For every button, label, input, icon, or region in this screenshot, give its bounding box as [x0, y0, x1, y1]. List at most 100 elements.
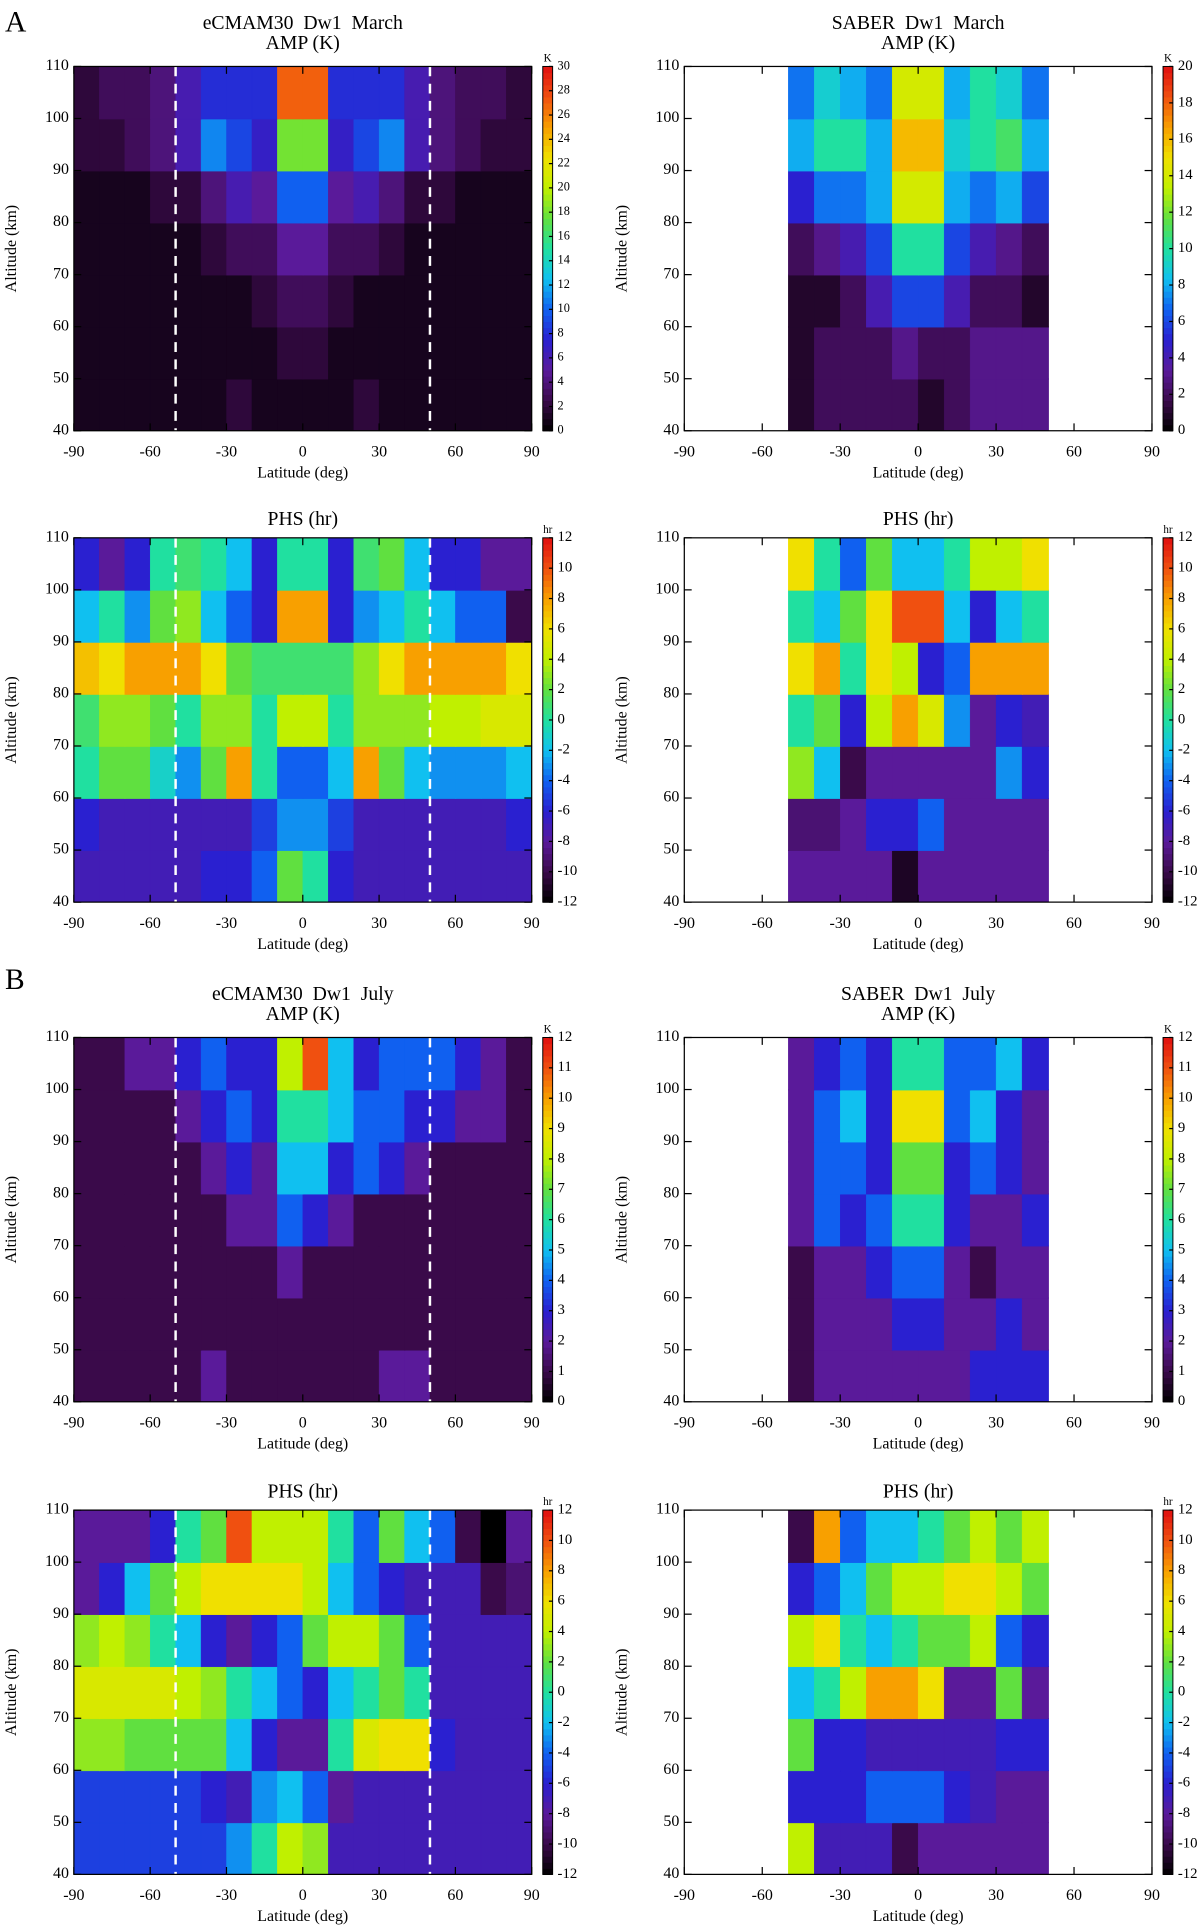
heatmap-cell — [814, 1561, 841, 1615]
colorbar-band — [1163, 1098, 1173, 1105]
heatmap-cell — [175, 745, 202, 799]
heatmap-cell — [404, 378, 431, 431]
colorbar-band — [1163, 877, 1173, 885]
colorbar-band — [1163, 357, 1173, 365]
heatmap-cell — [506, 1770, 532, 1824]
heatmap-cell — [865, 66, 893, 120]
heatmap-cell — [328, 1510, 355, 1563]
heatmap-cell — [149, 170, 177, 224]
colorbar-band — [1163, 744, 1173, 751]
heatmap-cell — [277, 1561, 304, 1615]
colorbar-band — [542, 768, 553, 776]
x-tick-label: 0 — [299, 444, 307, 461]
heatmap-cell — [917, 1770, 945, 1824]
heatmap-cell — [506, 1037, 532, 1091]
heatmap-cell — [73, 1245, 101, 1299]
heatmap-cell — [302, 66, 330, 120]
colorbar-band — [542, 1274, 553, 1281]
colorbar-band — [542, 412, 553, 420]
colorbar-band — [542, 1049, 553, 1057]
colorbar-tick-label: 10 — [1178, 1532, 1193, 1548]
heatmap-cell — [506, 170, 532, 224]
heatmap-cell — [99, 1718, 126, 1772]
colorbar-band — [1163, 115, 1173, 122]
colorbar-band — [1163, 1359, 1173, 1366]
heatmap-cell — [429, 1349, 457, 1402]
heatmap-cell — [353, 274, 380, 328]
heatmap-cell — [455, 1089, 482, 1143]
heatmap-cell — [969, 537, 997, 591]
x-tick-label: -30 — [216, 444, 237, 461]
heatmap-cell — [124, 1037, 151, 1091]
colorbar-band — [542, 750, 553, 758]
heatmap-cell — [200, 641, 228, 695]
heatmap-cell — [175, 1613, 202, 1668]
heatmap-cell — [251, 1037, 279, 1091]
heatmap-cell — [124, 1193, 151, 1247]
colorbar-band — [1163, 604, 1173, 612]
colorbar-tick-label: -12 — [558, 894, 578, 910]
heatmap-cell — [277, 641, 304, 695]
heatmap-cell — [455, 1245, 482, 1299]
colorbar-band — [542, 1850, 553, 1857]
heatmap-cell — [943, 1666, 971, 1720]
heatmap-cell — [1021, 1718, 1049, 1772]
heatmap-cell — [404, 222, 431, 276]
heatmap-cell — [404, 118, 431, 172]
x-tick-label: -60 — [752, 915, 773, 932]
heatmap-cell — [891, 378, 919, 431]
heatmap-cell — [788, 745, 816, 799]
heatmap-cell — [302, 1561, 330, 1615]
colorbar-tick-label: 10 — [558, 1532, 573, 1548]
colorbar-band — [542, 1637, 553, 1645]
colorbar-band — [542, 1643, 553, 1651]
heatmap-cell — [429, 1613, 457, 1668]
colorbar-band — [542, 1825, 553, 1833]
colorbar-band — [1163, 1280, 1173, 1288]
panel: -90 -60 -30 0 30 60 90405060708090100110Latitu… — [613, 1480, 1197, 1925]
colorbar-band — [542, 1631, 553, 1639]
heatmap-cell — [73, 745, 101, 799]
heatmap-cell — [124, 1510, 151, 1563]
heatmap-cell — [917, 849, 945, 903]
heatmap-cell — [917, 1349, 945, 1402]
heatmap-cell — [353, 1510, 380, 1563]
heatmap-cell — [353, 1141, 380, 1195]
heatmap-cell — [995, 1349, 1023, 1402]
colorbar-label: K — [544, 1024, 552, 1036]
colorbar-band — [542, 726, 553, 733]
y-axis-label: Altitude (km) — [3, 676, 20, 763]
heatmap-cell — [175, 1718, 202, 1772]
colorbar-band — [542, 1589, 553, 1596]
heatmap-cell — [124, 170, 151, 224]
heatmap-cell — [865, 797, 893, 851]
heatmap-cell — [891, 1822, 919, 1875]
heatmap-cell — [814, 849, 841, 903]
colorbar-band — [1163, 1195, 1173, 1203]
heatmap-cell — [840, 1822, 867, 1875]
colorbar-tick-label: 12 — [1178, 529, 1193, 545]
heatmap-cell — [455, 1666, 482, 1720]
colorbar-band — [542, 1655, 553, 1663]
heatmap-cell — [943, 1141, 971, 1195]
y-tick-label: 90 — [663, 1605, 679, 1622]
heatmap-cell — [788, 1666, 816, 1720]
y-tick-label: 50 — [53, 1813, 69, 1830]
heatmap-cell — [969, 170, 997, 224]
colorbar-band — [1163, 206, 1173, 213]
colorbar-band — [1163, 1055, 1173, 1063]
colorbar-tick-label: 12 — [558, 529, 573, 545]
heatmap-cell — [149, 66, 177, 120]
heatmap-cell — [404, 797, 431, 851]
colorbar-band — [1163, 1734, 1173, 1742]
colorbar-band — [1163, 1158, 1173, 1166]
colorbar-band — [1163, 841, 1173, 849]
heatmap-cell — [429, 1666, 457, 1720]
heatmap-cell — [969, 1349, 997, 1402]
heatmap-cell — [175, 1037, 202, 1091]
colorbar-band — [542, 1086, 553, 1093]
heatmap-cell — [429, 66, 457, 120]
heatmap-cell — [788, 1718, 816, 1772]
colorbar-band — [1163, 768, 1173, 776]
heatmap-cell — [943, 1193, 971, 1247]
